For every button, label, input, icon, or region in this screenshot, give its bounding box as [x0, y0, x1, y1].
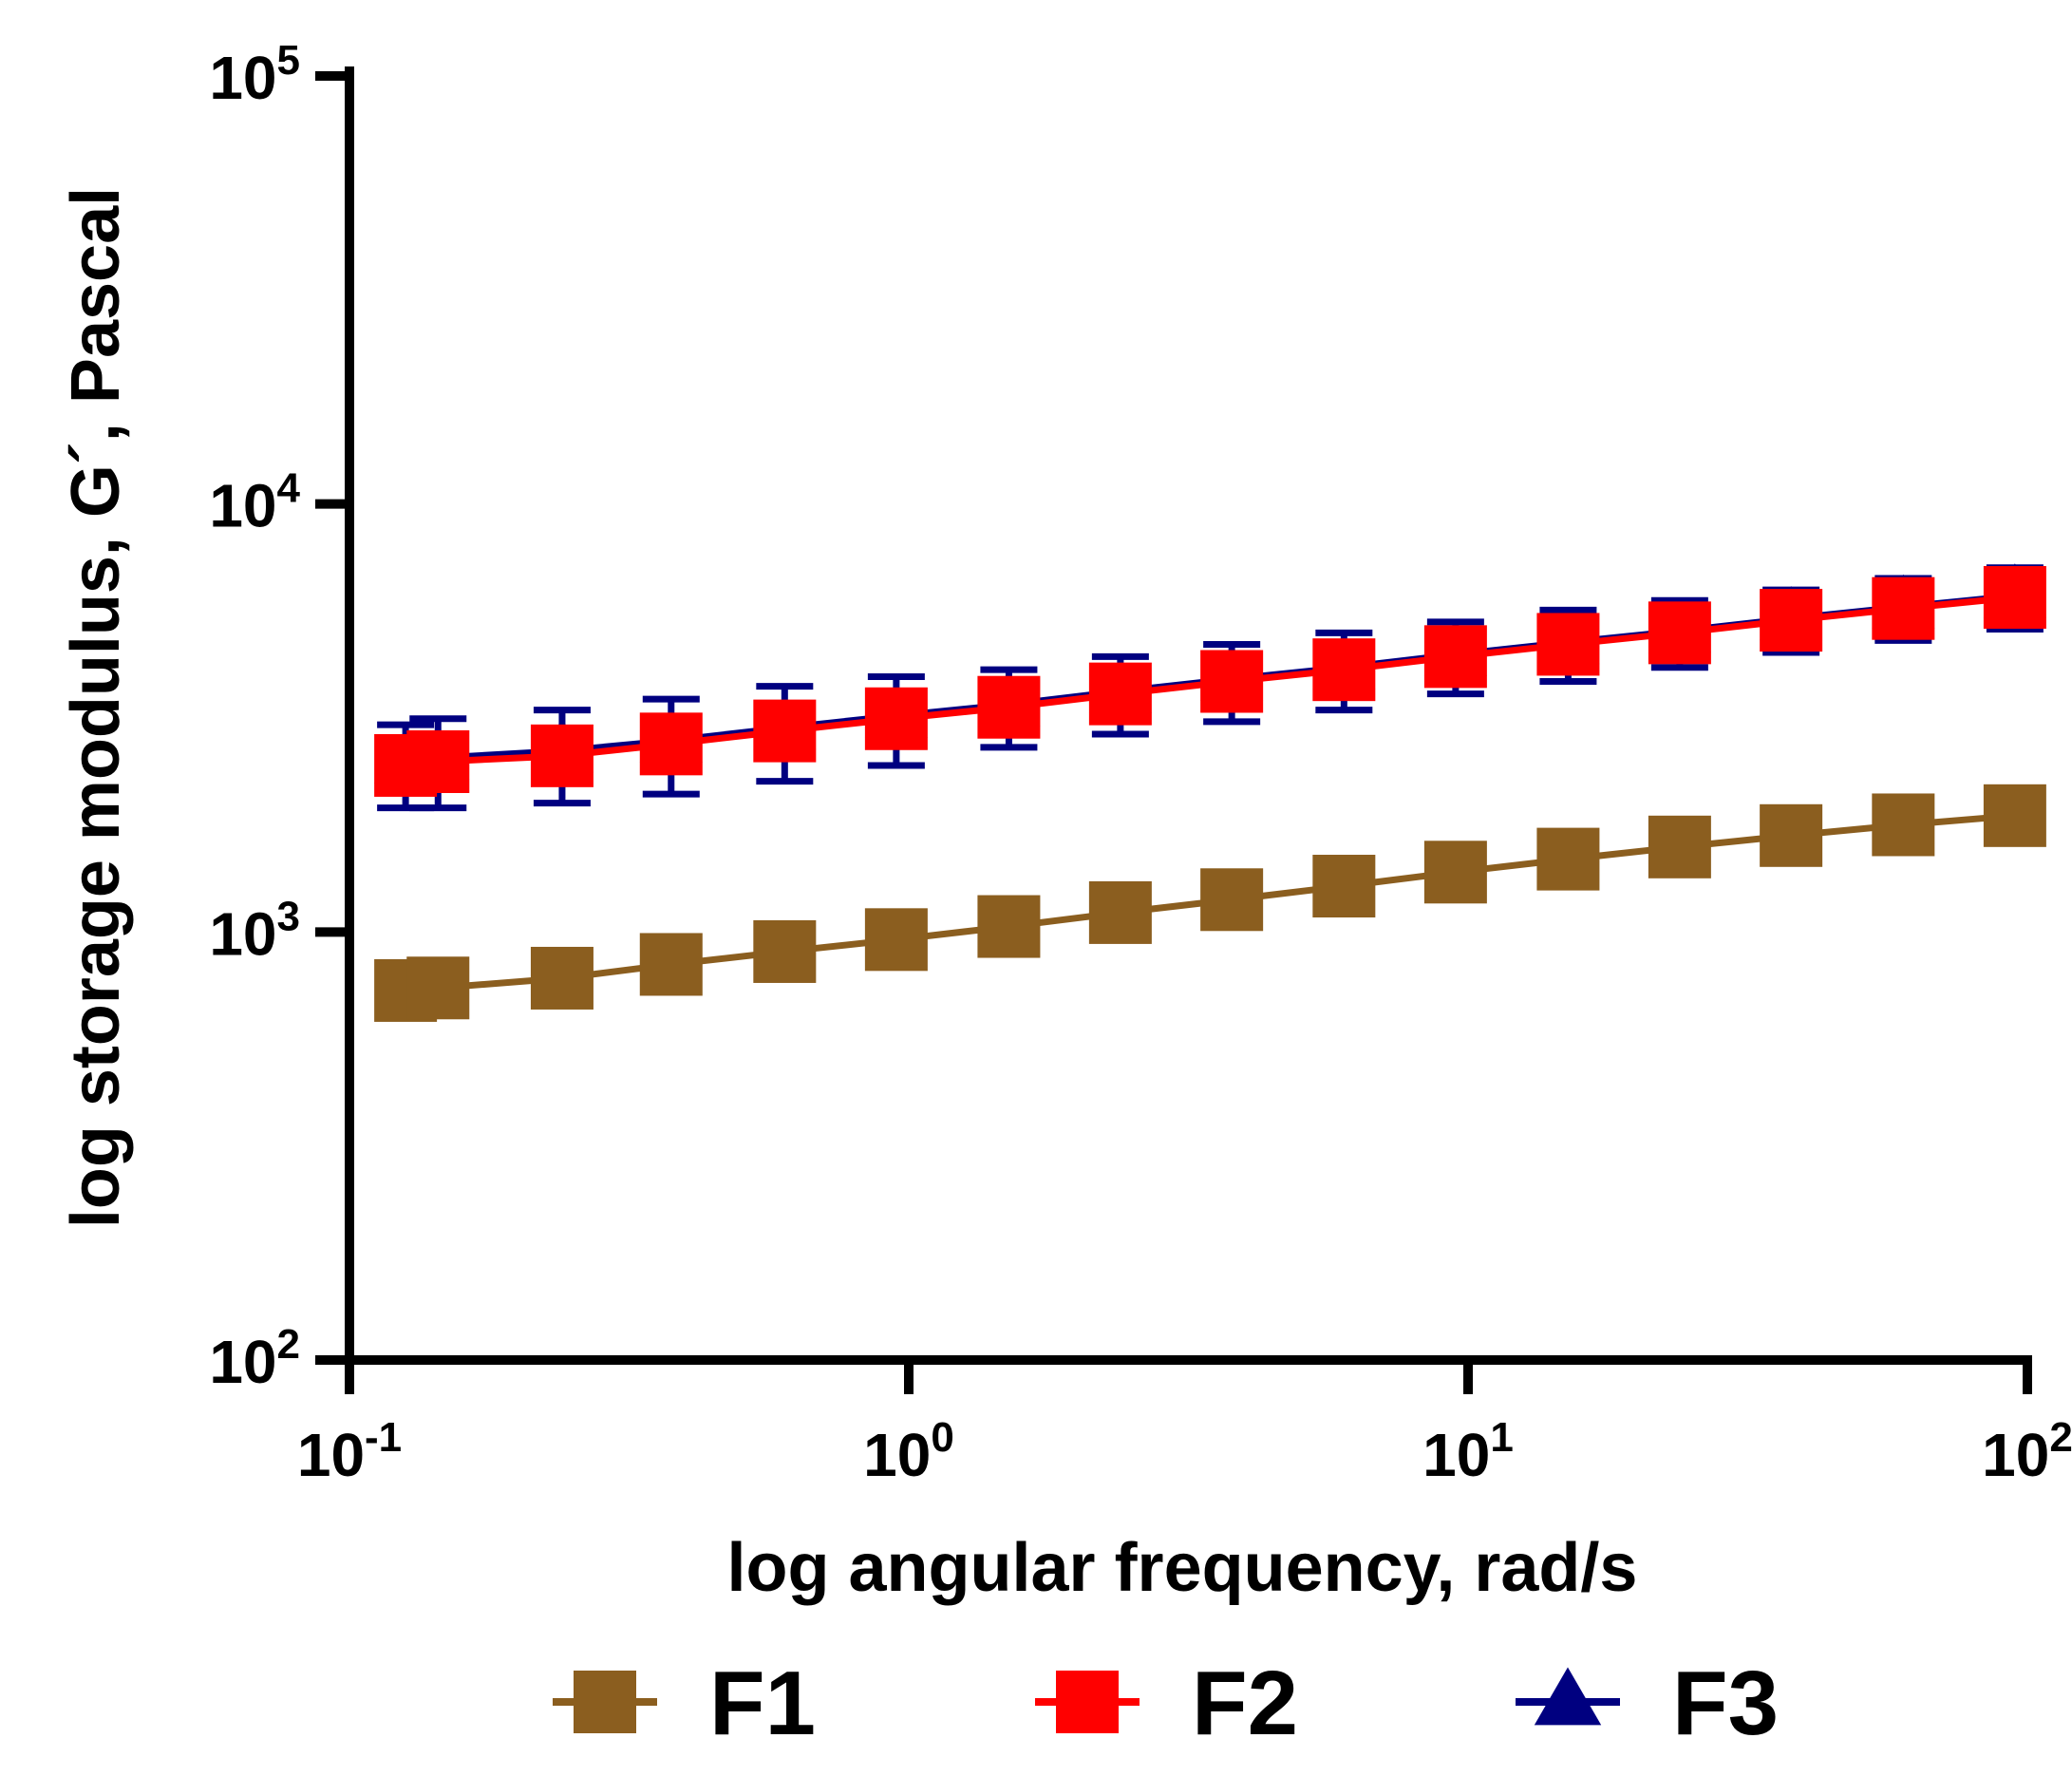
series-lines	[405, 592, 2016, 994]
legend-marker-f3	[1534, 1667, 1602, 1726]
data-point-f2	[406, 729, 470, 793]
x-tick-label: 102	[1982, 1414, 2072, 1489]
data-point-f2	[1760, 589, 1823, 652]
y-tick-label: 103	[209, 893, 300, 968]
data-point-f2	[530, 724, 593, 787]
data-point-f1	[1648, 815, 1711, 879]
legend-marker-f1	[574, 1671, 636, 1733]
data-point-f1	[406, 956, 470, 1020]
data-point-f2	[1200, 650, 1264, 713]
data-point-f1	[1088, 880, 1152, 944]
legend-label-f3: F3	[1672, 1653, 1779, 1754]
data-point-f2	[1088, 662, 1152, 726]
data-point-f1	[1872, 793, 1935, 857]
data-point-f2	[1872, 576, 1935, 640]
x-tick-label: 10-1	[297, 1414, 402, 1489]
data-point-f1	[864, 908, 928, 972]
data-point-f1	[530, 946, 593, 1010]
x-axis-title: log angular frequency, rad/s	[727, 1530, 1638, 1606]
data-point-f2	[1983, 566, 2046, 630]
ticks: 102 103 104 105 10-1 100 101 102	[209, 37, 2072, 1489]
data-point-f2	[1648, 601, 1711, 665]
x-tick-label: 100	[863, 1414, 954, 1489]
data-point-f1	[977, 895, 1041, 958]
series-line-f2	[405, 594, 2016, 769]
data-point-f1	[753, 919, 817, 983]
legend: F1 F2 F3	[553, 1653, 1779, 1754]
y-axis-title: log storage modulus, G´, Pascal	[58, 187, 134, 1228]
series-line-f1	[405, 812, 2016, 994]
y-tick-label: 102	[209, 1321, 300, 1396]
data-point-f2	[977, 675, 1041, 739]
data-point-f2	[1536, 613, 1600, 676]
data-point-f1	[1760, 803, 1823, 867]
legend-label-f1: F1	[709, 1653, 816, 1754]
data-point-f2	[753, 699, 817, 763]
y-tick-label: 105	[209, 37, 300, 112]
data-point-f2	[864, 687, 928, 750]
legend-marker-f2	[1056, 1671, 1119, 1733]
legend-label-f2: F2	[1192, 1653, 1298, 1754]
y-tick-label: 104	[209, 465, 300, 540]
x-tick-label: 101	[1422, 1414, 1514, 1489]
data-point-f1	[1200, 868, 1264, 932]
data-point-f1	[1312, 855, 1376, 918]
data-point-f1	[1983, 784, 2046, 847]
series-markers	[374, 563, 2046, 1022]
data-point-f2	[639, 712, 703, 776]
axes	[345, 66, 2032, 1365]
data-point-f1	[1536, 827, 1600, 891]
data-point-f2	[1312, 638, 1376, 702]
data-point-f1	[1423, 841, 1487, 904]
data-point-f2	[1423, 625, 1487, 689]
data-point-f1	[639, 933, 703, 996]
